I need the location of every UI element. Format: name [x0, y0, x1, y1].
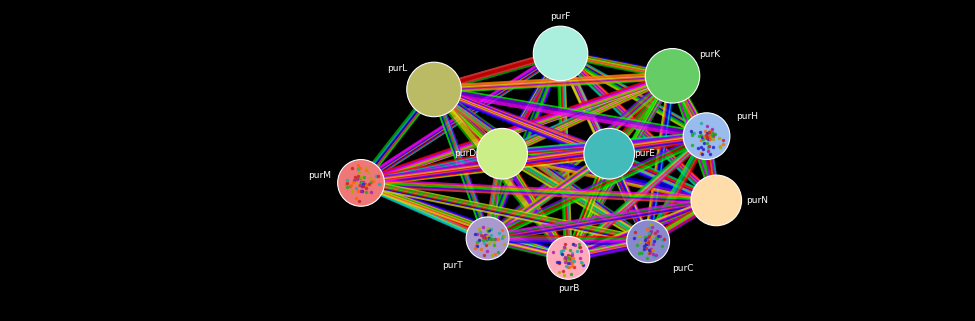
- Text: purH: purH: [736, 112, 759, 121]
- Circle shape: [645, 48, 700, 103]
- Text: purM: purM: [309, 170, 332, 180]
- Text: purT: purT: [443, 261, 463, 270]
- Circle shape: [584, 128, 635, 179]
- Text: purC: purC: [673, 264, 694, 273]
- Circle shape: [683, 113, 730, 160]
- Circle shape: [533, 26, 588, 81]
- Text: purN: purN: [746, 196, 768, 205]
- Circle shape: [547, 237, 590, 279]
- Text: purF: purF: [550, 12, 570, 21]
- Circle shape: [627, 220, 670, 263]
- Circle shape: [337, 160, 384, 206]
- Text: purE: purE: [634, 149, 654, 158]
- Circle shape: [691, 175, 742, 226]
- Circle shape: [477, 128, 527, 179]
- Circle shape: [407, 62, 461, 117]
- Text: purD: purD: [454, 149, 476, 158]
- Text: purB: purB: [558, 284, 579, 293]
- Circle shape: [466, 217, 509, 260]
- Text: purK: purK: [699, 50, 720, 59]
- Text: purL: purL: [387, 64, 408, 73]
